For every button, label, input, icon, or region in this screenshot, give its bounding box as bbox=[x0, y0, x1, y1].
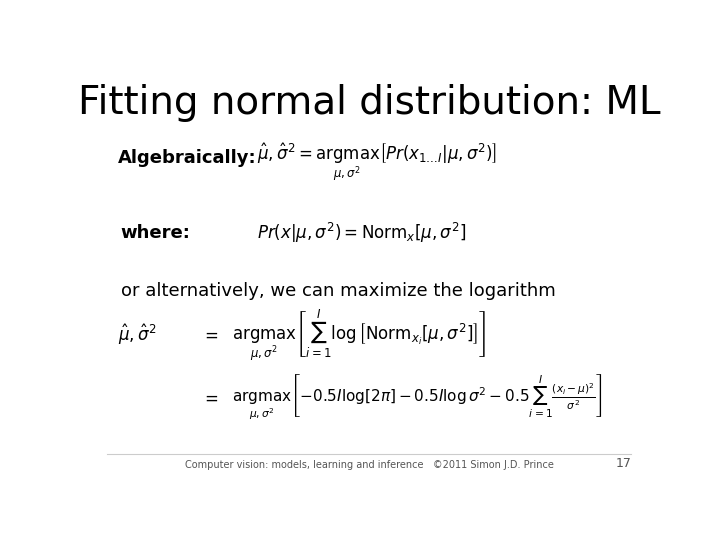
Text: or alternatively, we can maximize the logarithm: or alternatively, we can maximize the lo… bbox=[121, 282, 555, 300]
Text: $Pr(x|\mu, \sigma^2) = \mathrm{Norm}_x[\mu, \sigma^2]$: $Pr(x|\mu, \sigma^2) = \mathrm{Norm}_x[\… bbox=[258, 221, 467, 245]
Text: $\hat{\mu}, \hat{\sigma}^2 = \underset{\mu, \sigma^2}{\mathrm{argmax}} \left[ Pr: $\hat{\mu}, \hat{\sigma}^2 = \underset{\… bbox=[258, 141, 498, 184]
Text: $\hat{\mu}, \hat{\sigma}^2$: $\hat{\mu}, \hat{\sigma}^2$ bbox=[118, 323, 156, 347]
Text: $\underset{\mu, \sigma^2}{\mathrm{argmax}} \left[ \sum_{i=1}^{I} \log \left[ \ma: $\underset{\mu, \sigma^2}{\mathrm{argmax… bbox=[233, 307, 487, 363]
Text: where:: where: bbox=[121, 224, 191, 242]
Text: Fitting normal distribution: ML: Fitting normal distribution: ML bbox=[78, 84, 660, 122]
Text: Computer vision: models, learning and inference   ©2011 Simon J.D. Prince: Computer vision: models, learning and in… bbox=[184, 460, 554, 470]
Text: $=$: $=$ bbox=[202, 388, 219, 407]
Text: 17: 17 bbox=[616, 457, 631, 470]
Text: $=$: $=$ bbox=[202, 326, 219, 344]
Text: $\underset{\mu, \sigma^2}{\mathrm{argmax}} \left[ -0.5I\log[2\pi] - 0.5I\log\sig: $\underset{\mu, \sigma^2}{\mathrm{argmax… bbox=[233, 373, 603, 422]
Text: Algebraically:: Algebraically: bbox=[118, 150, 256, 167]
